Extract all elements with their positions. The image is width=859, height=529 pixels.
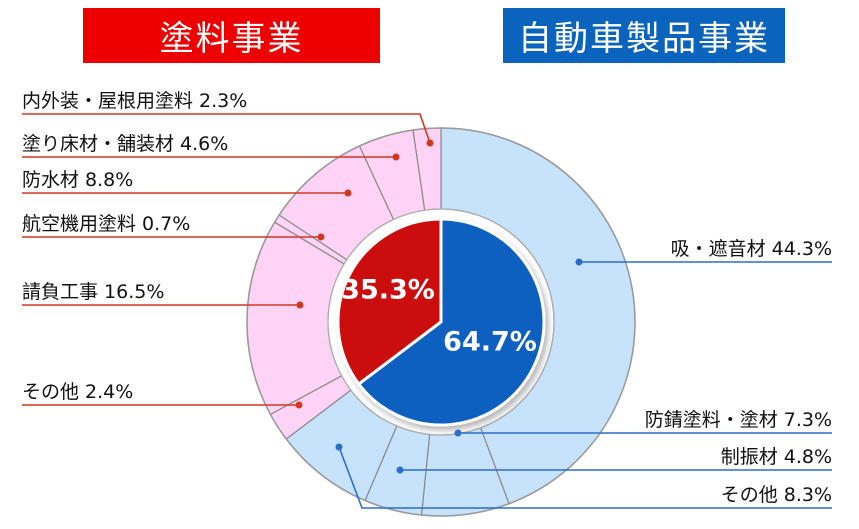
leader-line-3: [338, 446, 832, 509]
inner-slice-0: [336, 217, 443, 387]
outer-label-6: 航空機用塗料 0.7%: [22, 212, 190, 235]
outer-ring: [246, 127, 636, 517]
paint-business-banner: 塗料事業: [83, 8, 380, 63]
leader-dot-9: [426, 139, 434, 147]
outer-label-9: 内外装・屋根用塗料 2.3%: [22, 89, 247, 112]
leader-dot-7: [344, 189, 352, 197]
outer-label-1: 防錆塗料・塗材 7.3%: [645, 408, 832, 431]
leader-dot-3: [335, 443, 343, 451]
outer-label-7: 防水材 8.8%: [22, 169, 133, 191]
leader-dot-1: [454, 429, 462, 437]
leader-line-9: [22, 113, 431, 144]
outer-label-5: 請負工事 16.5%: [22, 281, 164, 303]
leader-dot-0: [575, 258, 583, 266]
automotive-business-banner: 自動車製品事業: [503, 8, 785, 63]
outer-label-0: 吸・遮音材 44.3%: [671, 238, 832, 260]
leader-lines: [22, 113, 832, 509]
leader-dot-2: [396, 466, 404, 474]
outer-label-2: 制振材 4.8%: [721, 446, 832, 468]
outer-label-8: 塗り床材・舗装材 4.6%: [22, 132, 228, 155]
leader-dot-4: [295, 401, 303, 409]
inner-percent-label-1: 64.7%: [443, 327, 537, 358]
category-labels: 35.3% 64.7% 吸・遮音材 44.3% 防錆塗料・塗材 7.3% 制振材 4.8…: [22, 89, 832, 506]
leader-dot-8: [392, 153, 400, 161]
outer-ring-edge: [246, 127, 636, 517]
outer-label-4: その他 2.4%: [22, 381, 133, 403]
inner-percent-label-0: 35.3%: [341, 275, 435, 306]
inner-ring-edge: [327, 208, 555, 436]
outer-label-3: その他 8.3%: [721, 484, 832, 506]
leader-dot-5: [296, 301, 304, 309]
inner-slice-1: [356, 217, 546, 427]
inner-pie: [336, 217, 546, 427]
leader-dot-6: [317, 233, 325, 241]
